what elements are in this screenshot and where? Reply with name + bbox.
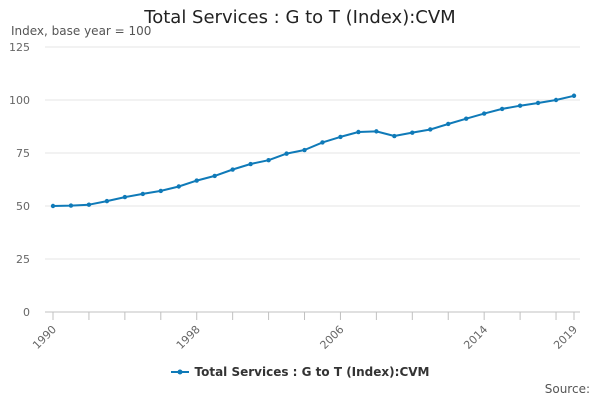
y-tick-label: 75 — [16, 147, 30, 160]
x-tick-label: 2006 — [318, 323, 347, 352]
data-point[interactable] — [86, 202, 92, 207]
data-point[interactable] — [158, 188, 163, 194]
data-point[interactable] — [464, 116, 469, 121]
y-tick-label: 0 — [23, 306, 30, 319]
data-point[interactable] — [104, 198, 110, 204]
data-point[interactable] — [535, 100, 541, 106]
data-point[interactable] — [392, 133, 397, 139]
data-point[interactable] — [338, 134, 343, 140]
y-tick-label: 125 — [9, 41, 30, 54]
x-tick-label: 2014 — [461, 323, 490, 352]
data-point[interactable] — [122, 194, 128, 200]
data-point[interactable] — [553, 97, 559, 103]
data-point[interactable] — [176, 184, 181, 189]
data-point[interactable] — [302, 147, 307, 153]
data-point[interactable] — [266, 158, 271, 163]
y-tick-label: 25 — [16, 253, 30, 266]
data-point[interactable] — [517, 103, 523, 108]
data-point[interactable] — [320, 140, 325, 145]
x-tick-label: 1990 — [30, 323, 59, 352]
chart-title: Total Services : G to T (Index):CVM — [144, 7, 456, 28]
data-point[interactable] — [194, 178, 199, 183]
chart-subtitle: Index, base year = 100 — [11, 24, 152, 38]
data-point[interactable] — [374, 129, 379, 134]
data-point[interactable] — [248, 161, 253, 167]
data-point[interactable] — [68, 203, 74, 208]
y-tick-label: 100 — [9, 94, 30, 107]
data-point[interactable] — [230, 167, 235, 172]
source-label: Source: — [544, 382, 590, 396]
legend-swatch-icon — [170, 369, 189, 375]
series-line — [52, 94, 575, 207]
data-point[interactable] — [446, 121, 451, 127]
data-point[interactable] — [410, 130, 415, 135]
y-tick-label: 50 — [16, 200, 30, 213]
legend-label: Total Services : G to T (Index):CVM — [194, 365, 430, 379]
data-point[interactable] — [140, 191, 146, 197]
data-point[interactable] — [212, 173, 217, 179]
data-point[interactable] — [356, 129, 361, 135]
data-point[interactable] — [50, 203, 56, 209]
data-point[interactable] — [428, 127, 433, 132]
data-point[interactable] — [499, 106, 505, 112]
data-point[interactable] — [481, 111, 487, 116]
x-tick-label: 2019 — [551, 323, 580, 352]
x-tick-label: 1998 — [174, 323, 203, 352]
legend[interactable]: Total Services : G to T (Index):CVM — [0, 365, 600, 379]
data-point[interactable] — [571, 93, 577, 98]
data-point[interactable] — [284, 151, 289, 156]
